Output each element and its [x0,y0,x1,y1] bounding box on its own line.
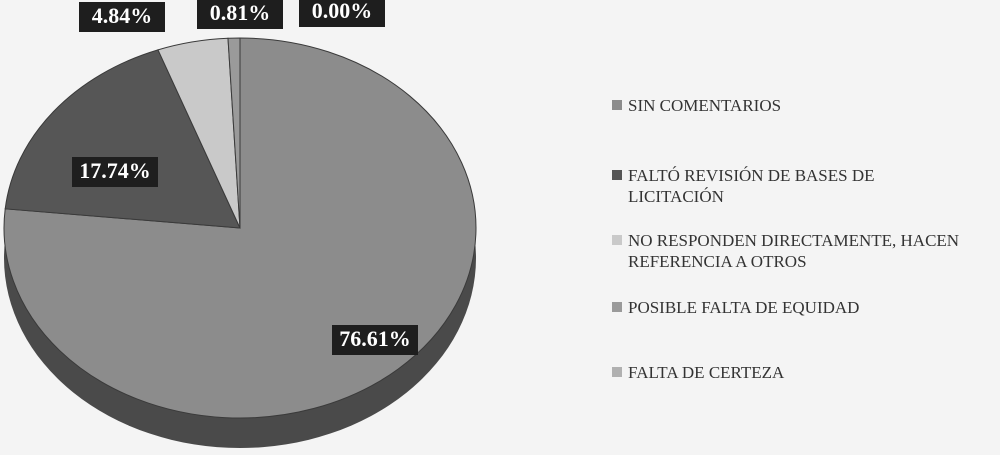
legend-swatch [612,302,622,312]
pie-slice [4,49,241,229]
legend-label: NO RESPONDEN DIRECTAMENTE, HACEN REFEREN… [628,231,960,271]
legend-item: NO RESPONDEN DIRECTAMENTE, HACEN REFEREN… [612,230,968,272]
legend-swatch [612,235,622,245]
legend-swatch [612,100,622,110]
legend-item: FALTÓ REVISIÓN DE BASES DE LICITACIÓN [612,165,968,207]
legend-item: FALTA DE CERTEZA [612,362,968,383]
data-label-box [197,0,283,29]
legend-label: SIN COMENTARIOS [628,96,782,115]
data-label: 0.00% [312,0,373,23]
data-label-box [299,0,385,27]
data-label-box [72,157,158,187]
data-label: 0.81% [210,0,271,25]
legend-swatch [612,367,622,377]
legend-label: FALTÓ REVISIÓN DE BASES DE LICITACIÓN [628,166,875,206]
legend-item: SIN COMENTARIOS [612,95,968,116]
legend-label: FALTA DE CERTEZA [628,363,785,382]
data-label: 17.74% [79,158,151,183]
legend-label: POSIBLE FALTA DE EQUIDAD [628,298,860,317]
data-label-box [332,325,418,355]
legend-swatch [612,170,622,180]
data-label: 76.61% [339,326,411,351]
data-label-box [79,2,165,32]
data-label: 4.84% [92,3,153,28]
legend-item: POSIBLE FALTA DE EQUIDAD [612,297,968,318]
